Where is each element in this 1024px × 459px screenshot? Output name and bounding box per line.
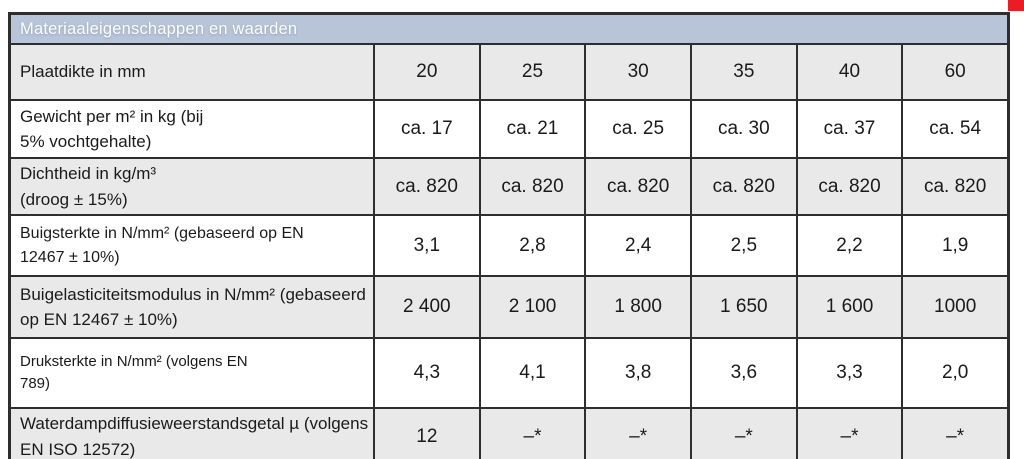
value-cell: ca. 54 — [901, 101, 1007, 157]
row-label: Gewicht per m² in kg (bij — [20, 106, 204, 126]
row-label: Druksterkte in N/mm² (volgens EN — [20, 352, 248, 370]
value-cell: 20 — [373, 45, 479, 99]
row-label: Waterdampdiffusieweerstandsgetal µ (volg… — [20, 414, 369, 433]
value-cell: 2,8 — [478, 216, 585, 275]
value-cell: ca. 820 — [901, 159, 1007, 214]
value-cell: –* — [901, 409, 1007, 459]
row-label-cell: Waterdampdiffusieweerstandsgetal µ (volg… — [11, 409, 373, 459]
value-cell: 3,3 — [795, 339, 902, 407]
value-cell: 3,8 — [584, 339, 690, 407]
value-cell: ca. 820 — [584, 159, 690, 214]
value-cell: –* — [689, 409, 796, 459]
value-cell: 35 — [689, 45, 796, 99]
row-label-cell: Gewicht per m² in kg (bij 5% vochtgehalt… — [11, 101, 373, 157]
value-cell: ca. 37 — [795, 101, 902, 157]
value-cell: 4,1 — [478, 339, 585, 407]
row-druksterkte: Druksterkte in N/mm² (volgens EN 789) 4,… — [11, 337, 1007, 407]
value-cell: 12 — [373, 409, 479, 459]
value-cell: 2,5 — [689, 216, 796, 275]
value-cell: 2,4 — [584, 216, 690, 275]
value-cell: 1 800 — [584, 277, 690, 337]
row-dichtheid: Dichtheid in kg/m³ (droog ± 15%) ca. 820… — [11, 157, 1007, 214]
row-label-line2: EN ISO 12572) — [20, 439, 136, 459]
value-cell: ca. 30 — [689, 101, 796, 157]
value-cell: 30 — [584, 45, 690, 99]
row-buigsterkte: Buigsterkte in N/mm² (gebaseerd op EN 12… — [11, 214, 1007, 275]
value-cell: 1 600 — [795, 277, 902, 337]
red-corner-marker — [1008, 0, 1024, 11]
row-label-line2: op EN 12467 ± 10%) — [20, 310, 178, 329]
value-cell: 3,1 — [373, 216, 479, 275]
value-cell: 2,2 — [795, 216, 902, 275]
row-label-cell: Buigsterkte in N/mm² (gebaseerd op EN 12… — [11, 216, 373, 275]
value-cell: 40 — [795, 45, 902, 99]
value-cell: –* — [795, 409, 902, 459]
row-label-cell: Druksterkte in N/mm² (volgens EN 789) — [11, 339, 373, 407]
value-cell: ca. 25 — [584, 101, 690, 157]
row-waterdampdiffusie: Waterdampdiffusieweerstandsgetal µ (volg… — [11, 407, 1007, 459]
row-label-line2: (droog ± 15%) — [20, 189, 128, 209]
value-cell: ca. 820 — [478, 159, 585, 214]
value-cell: 1 650 — [689, 277, 796, 337]
value-cell: 4,3 — [373, 339, 479, 407]
row-label: Dichtheid in kg/m³ — [20, 164, 157, 183]
row-label-line2: 789) — [20, 375, 51, 392]
value-cell: 2 400 — [373, 277, 479, 337]
row-plaatdikte: Plaatdikte in mm 20 25 30 35 40 60 — [11, 45, 1007, 99]
value-cell: ca. 820 — [373, 159, 479, 214]
value-cell: ca. 17 — [373, 101, 479, 157]
value-cell: 1,9 — [901, 216, 1007, 275]
row-gewicht: Gewicht per m² in kg (bij 5% vochtgehalt… — [11, 99, 1007, 157]
value-cell: 2 100 — [478, 277, 585, 337]
row-label-cell: Buigelasticiteitsmodulus in N/mm² (gebas… — [11, 277, 373, 337]
value-cell: –* — [478, 409, 585, 459]
row-label: Buigelasticiteitsmodulus in N/mm² (gebas… — [20, 284, 366, 304]
value-cell: 3,6 — [689, 339, 796, 407]
table-title: Materiaaleigenschappen en waarden — [20, 19, 298, 38]
row-label-line2: 12467 ± 10%) — [20, 248, 120, 266]
value-cell: 25 — [478, 45, 585, 99]
value-cell: ca. 21 — [478, 101, 585, 157]
value-cell: –* — [584, 409, 690, 459]
row-label: Plaatdikte in mm — [20, 62, 146, 82]
value-cell: 60 — [901, 45, 1007, 99]
row-label-line2: 5% vochtgehalte) — [20, 132, 152, 151]
row-label-cell: Dichtheid in kg/m³ (droog ± 15%) — [11, 159, 373, 214]
row-label-cell: Plaatdikte in mm — [11, 45, 373, 99]
material-properties-table: Materiaaleigenschappen en waarden Plaatd… — [8, 12, 1010, 459]
value-cell: 2,0 — [901, 339, 1007, 407]
value-cell: ca. 820 — [689, 159, 796, 214]
table-title-bar: Materiaaleigenschappen en waarden — [11, 15, 1007, 45]
value-cell: 1000 — [901, 277, 1007, 337]
row-buigelasticiteitsmodulus: Buigelasticiteitsmodulus in N/mm² (gebas… — [11, 275, 1007, 337]
value-cell: ca. 820 — [795, 159, 902, 214]
row-label: Buigsterkte in N/mm² (gebaseerd op EN — [20, 224, 304, 242]
